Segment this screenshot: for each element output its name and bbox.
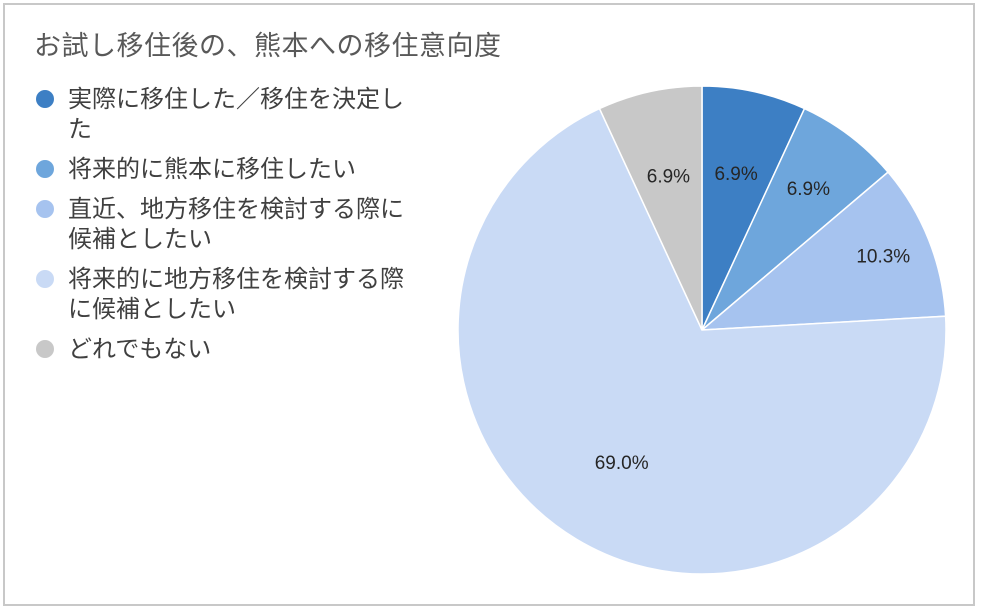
- legend-marker-4: [36, 270, 54, 288]
- pie-slice-2: [701, 107, 890, 331]
- legend-marker-1: [36, 90, 54, 108]
- legend-item-5: どれでもない: [36, 334, 418, 364]
- legend-label-3: 直近、地方移住を検討する際に候補としたい: [68, 195, 404, 253]
- legend-item-2: 将来的に熊本に移住したい: [36, 154, 418, 184]
- legend-item-1: 実際に移住した／移住を決定した: [36, 84, 418, 144]
- legend-label-2: 将来的に熊本に移住したい: [68, 155, 356, 183]
- legend-label-1: 実際に移住した／移住を決定した: [68, 85, 404, 143]
- data-label-2: 6.9%: [787, 179, 830, 200]
- data-label-4: 69.0%: [595, 453, 649, 474]
- legend-marker-5: [36, 340, 54, 358]
- legend-item-3: 直近、地方移住を検討する際に候補としたい: [36, 194, 418, 254]
- pie-slice-4: [457, 107, 947, 575]
- legend-marker-2: [36, 160, 54, 178]
- pie-slice-1: [701, 85, 806, 331]
- pie-slice-3: [699, 171, 947, 331]
- chart-title: お試し移住後の、熊本への移住意向度: [34, 31, 502, 62]
- legend-item-4: 将来的に地方移住を検討する際に候補としたい: [36, 264, 418, 324]
- pie-slice-5: [598, 85, 703, 331]
- legend-marker-3: [36, 200, 54, 218]
- data-label-1: 6.9%: [714, 164, 757, 185]
- legend-label-5: どれでもない: [68, 335, 212, 363]
- legend: 実際に移住した／移住を決定した 将来的に熊本に移住したい 直近、地方移住を検討す…: [36, 84, 436, 374]
- legend-label-4: 将来的に地方移住を検討する際に候補としたい: [68, 265, 404, 323]
- data-label-5: 6.9%: [647, 167, 690, 188]
- data-label-3: 10.3%: [856, 247, 910, 268]
